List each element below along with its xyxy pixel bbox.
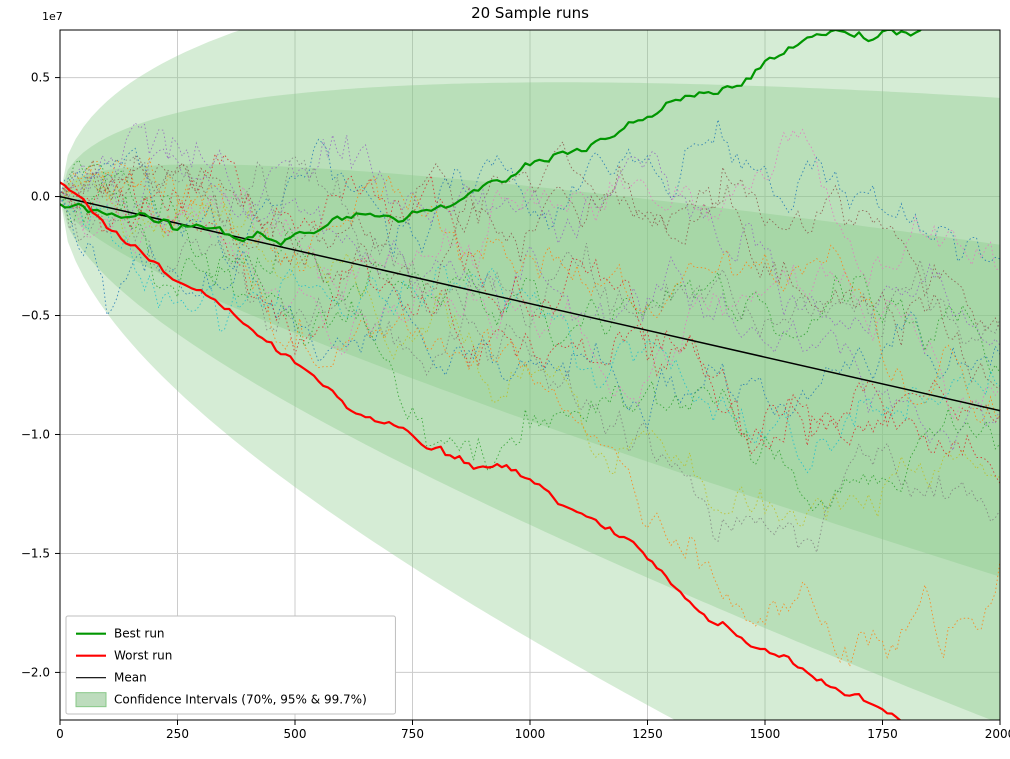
x-tick-label: 1500 — [750, 727, 781, 741]
x-tick-label: 0 — [56, 727, 64, 741]
legend-label: Best run — [114, 627, 165, 641]
y-tick-label: −0.5 — [21, 309, 50, 323]
x-tick-label: 2000 — [985, 727, 1010, 741]
y-tick-label: 0.0 — [31, 190, 50, 204]
x-tick-label: 500 — [284, 727, 307, 741]
x-tick-label: 1000 — [515, 727, 546, 741]
y-axis-offset: 1e7 — [42, 10, 63, 23]
y-tick-label: −1.0 — [21, 427, 50, 441]
x-tick-label: 250 — [166, 727, 189, 741]
legend: Best run Worst run Mean Confidence Interval… — [66, 616, 395, 714]
y-tick-label: −1.5 — [21, 546, 50, 560]
legend-label: Mean — [114, 671, 147, 685]
x-tick-label: 1750 — [867, 727, 898, 741]
x-tick-label: 750 — [401, 727, 424, 741]
y-tick-label: −2.0 — [21, 665, 50, 679]
legend-label: Confidence Intervals (70%, 95% & 99.7%) — [114, 693, 367, 707]
chart-container: 0 250 500 750 1000 1250 1500 1750 2000 −2.0 −1.5 −1… — [0, 0, 1010, 759]
monte-carlo-chart: 0 250 500 750 1000 1250 1500 1750 2000 −2.0 −1.5 −1… — [0, 0, 1010, 759]
y-tick-label: 0.5 — [31, 71, 50, 85]
chart-title: 20 Sample runs — [471, 4, 589, 22]
x-tick-label: 1250 — [632, 727, 663, 741]
legend-label: Worst run — [114, 649, 172, 663]
